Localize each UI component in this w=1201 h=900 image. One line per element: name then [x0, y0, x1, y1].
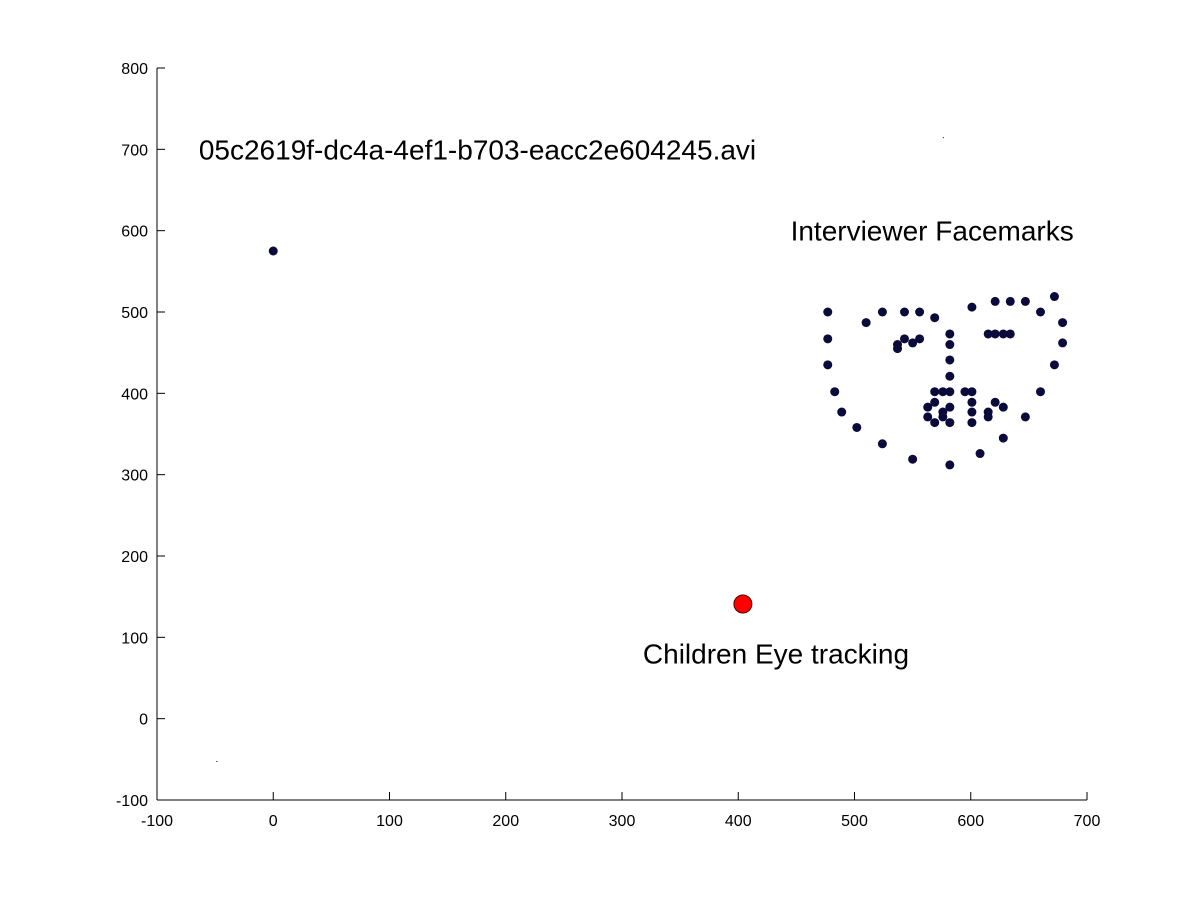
facemark-point — [899, 307, 909, 317]
facemark-point — [990, 329, 1000, 339]
stray-pixel-point — [216, 760, 218, 762]
facemark-point — [1049, 360, 1059, 370]
facemark-point — [930, 313, 940, 323]
annotation-text: Interviewer Facemarks — [791, 216, 1074, 247]
facemark-point — [945, 340, 955, 350]
facemark-point — [967, 302, 977, 312]
axes: -100 0 100 200 300 400 500 600 700 -100 0 100 200 300… — [116, 61, 1100, 830]
facemark-point — [899, 334, 909, 344]
facemark-point — [1058, 318, 1068, 328]
x-tick-label: 500 — [841, 813, 868, 830]
facemark-point — [823, 334, 833, 344]
y-tick-label: 200 — [121, 549, 148, 566]
x-tick-label: 100 — [376, 813, 403, 830]
facemark-point — [837, 407, 847, 417]
facemark-point — [967, 387, 977, 397]
facemark-point — [1020, 296, 1030, 306]
facemark-point — [930, 418, 940, 428]
facemark-point — [1005, 329, 1015, 339]
y-tick-label: 300 — [121, 468, 148, 485]
facemark-point — [923, 412, 933, 422]
facemark-point — [945, 355, 955, 365]
annotations: 05c2619f-dc4a-4ef1-b703-eacc2e604245.avi… — [199, 134, 1074, 669]
facemark-point — [998, 433, 1008, 443]
facemark-point — [998, 402, 1008, 412]
facemark-point — [1036, 387, 1045, 397]
x-tick-label: 0 — [269, 813, 278, 830]
facemark-point — [823, 360, 833, 370]
facemark-point — [967, 418, 977, 428]
facemark-point — [1020, 412, 1030, 422]
facemark-point — [908, 338, 918, 348]
facemark-point — [983, 412, 993, 422]
facemark-point — [908, 454, 918, 464]
facemark-point — [877, 307, 887, 317]
y-tick-label: 400 — [121, 386, 148, 403]
facemark-point — [923, 402, 933, 412]
x-tick-label: -100 — [141, 813, 173, 830]
facemark-point — [930, 387, 940, 397]
y-tick-label: 100 — [121, 630, 148, 647]
facemark-point — [268, 246, 278, 256]
facemark-point — [915, 307, 925, 317]
facemark-point — [930, 397, 940, 407]
facemark-point — [967, 397, 977, 407]
facemark-point — [938, 387, 948, 397]
y-tick-label: 700 — [121, 142, 148, 159]
y-tick-label: 500 — [121, 305, 148, 322]
facemark-point — [967, 407, 977, 417]
facemark-point — [945, 387, 955, 397]
facemark-point — [975, 449, 985, 459]
facemark-point — [1058, 338, 1068, 348]
facemark-point — [945, 418, 955, 428]
facemark-point — [1036, 307, 1045, 317]
facemark-point — [1049, 292, 1059, 302]
facemark-point — [938, 412, 948, 422]
facemark-point — [983, 329, 993, 339]
data-points — [216, 137, 1068, 762]
facemark-point — [945, 371, 955, 381]
y-tick-label: 600 — [121, 224, 148, 241]
y-tick-label: 800 — [121, 61, 148, 78]
facemark-point — [990, 296, 1000, 306]
x-tick-label: 300 — [609, 813, 636, 830]
facemark-point — [945, 460, 955, 470]
y-tick-label: -100 — [116, 793, 148, 810]
facemark-point — [960, 387, 970, 397]
facemark-point — [1005, 296, 1015, 306]
facemark-point — [893, 344, 903, 354]
eye-tracking-point — [733, 594, 753, 614]
facemark-point — [945, 402, 955, 412]
facemark-point — [998, 329, 1008, 339]
x-tick-label: 200 — [492, 813, 519, 830]
annotation-text: 05c2619f-dc4a-4ef1-b703-eacc2e604245.avi — [199, 134, 756, 165]
annotation-text: Children Eye tracking — [643, 639, 909, 670]
x-tick-label: 600 — [957, 813, 984, 830]
facemark-point — [861, 318, 871, 328]
x-tick-label: 700 — [1074, 813, 1101, 830]
facemark-point — [915, 334, 925, 344]
facemark-point — [830, 387, 840, 397]
facemark-point — [990, 397, 1000, 407]
y-tick-label: 0 — [139, 712, 148, 729]
facemark-point — [823, 307, 833, 317]
facemark-point — [877, 439, 887, 449]
facemark-point — [945, 329, 955, 339]
x-tick-label: 400 — [725, 813, 752, 830]
facemark-point — [852, 422, 862, 432]
stray-pixel-point — [942, 137, 944, 139]
